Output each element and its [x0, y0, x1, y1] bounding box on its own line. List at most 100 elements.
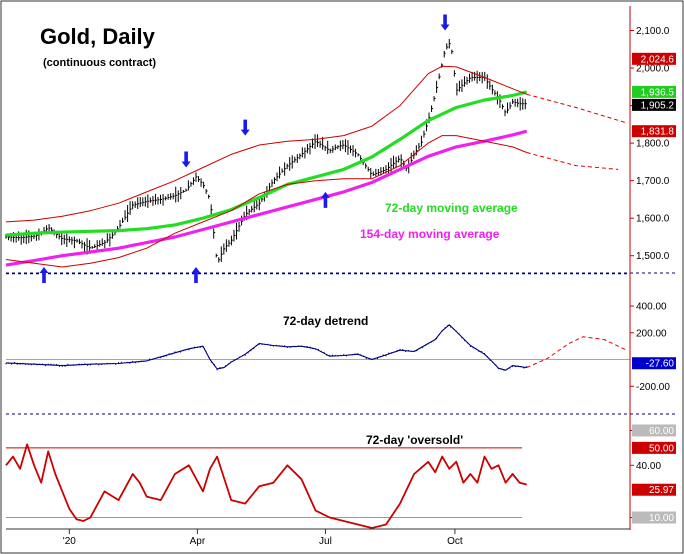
detrend-jitter — [81, 363, 83, 365]
detrend-jitter — [281, 345, 283, 347]
detrend-jitter — [500, 368, 502, 370]
detrend-jitter — [115, 363, 117, 365]
detrend-jitter — [117, 362, 120, 364]
detrend-jitter — [30, 364, 32, 366]
detrend-jitter — [492, 361, 494, 364]
up-arrow-icon — [39, 266, 49, 283]
detrend-jitter — [19, 363, 21, 365]
detrend-jitter — [112, 362, 114, 365]
detrend-jitter — [87, 364, 89, 366]
detrend-jitter — [413, 350, 415, 352]
detrend-jitter — [84, 363, 86, 365]
detrend-jitter — [168, 353, 170, 355]
detrend-jitter — [399, 348, 401, 350]
detrend-jitter — [269, 344, 272, 347]
detrend-jitter — [123, 362, 125, 364]
detrend-jitter — [331, 354, 334, 356]
detrend-jitter — [360, 354, 362, 356]
main-chart-title: Gold, Daily — [40, 24, 156, 49]
detrend-jitter — [98, 364, 100, 366]
detrend-jitter — [56, 363, 58, 366]
detrend-jitter — [295, 346, 297, 348]
detrend-jitter — [106, 362, 108, 364]
detrend-jitter — [165, 355, 168, 357]
detrend-jitter — [376, 357, 379, 360]
detrend-jitter — [8, 362, 10, 365]
value-badge-label: 25.97 — [649, 485, 674, 496]
detrend-jitter — [441, 330, 443, 332]
value-badge-label: 2,024.6 — [641, 54, 675, 65]
y-tick-label: 2,000.0 — [636, 64, 670, 75]
detrend-jitter — [514, 365, 517, 368]
detrend-jitter — [348, 354, 350, 356]
y-tick-label: 1,500.0 — [636, 251, 670, 262]
detrend-jitter — [343, 354, 345, 356]
detrend-jitter — [405, 350, 407, 353]
detrend-jitter — [284, 345, 286, 347]
detrend-jitter — [11, 363, 13, 365]
detrend-jitter — [374, 357, 376, 360]
detrend-jitter — [320, 350, 322, 352]
detrend-jitter — [177, 351, 179, 353]
value-badge — [632, 125, 676, 138]
series-72-day-moving-average — [5, 90, 528, 237]
detrend-jitter — [213, 363, 215, 366]
detrend-jitter — [455, 330, 457, 332]
detrend-jitter — [50, 363, 52, 365]
detrend-jitter — [179, 351, 182, 353]
detrend-jitter — [137, 361, 139, 363]
detrend-jitter — [354, 353, 356, 355]
detrend-jitter — [303, 346, 305, 348]
value-badge — [632, 98, 676, 111]
detrend-jitter — [140, 360, 142, 362]
detrend-jitter — [61, 365, 63, 367]
detrend-jitter — [466, 342, 469, 344]
detrend-jitter — [163, 356, 165, 358]
detrend-jitter — [120, 361, 122, 363]
detrend-jitter — [13, 362, 16, 364]
detrend-jitter — [469, 345, 471, 347]
detrend-jitter — [410, 350, 412, 353]
detrend-jitter — [286, 346, 289, 349]
detrend-jitter — [526, 366, 528, 368]
detrend-jitter — [39, 363, 41, 365]
detrend-jitter — [126, 361, 128, 363]
y-tick-label: 200.00 — [636, 328, 667, 339]
value-badge — [632, 483, 676, 496]
detrend-jitter — [393, 351, 395, 353]
detrend-jitter — [309, 346, 311, 348]
detrend-jitter — [78, 363, 80, 365]
value-badge-label: 50.00 — [649, 443, 674, 454]
marks-layer — [5, 14, 626, 529]
detrend-jitter — [75, 364, 77, 366]
series-upper-band — [5, 65, 527, 223]
value-badge — [632, 85, 676, 98]
detrend-jitter — [478, 350, 480, 352]
detrend-jitter — [351, 354, 353, 356]
detrend-jitter — [421, 346, 424, 349]
detrend-jitter — [334, 354, 336, 357]
detrend-jitter — [365, 357, 367, 359]
detrend-jitter — [202, 346, 204, 348]
detrend-jitter — [323, 351, 325, 354]
detrend-jitter — [255, 344, 258, 347]
detrend-jitter — [16, 363, 18, 365]
detrend-jitter — [357, 353, 359, 355]
value-badge — [632, 441, 676, 454]
detrend-jitter — [241, 355, 244, 357]
detrend-jitter — [407, 349, 410, 352]
detrend-jitter — [33, 363, 35, 365]
detrend-jitter — [253, 347, 255, 350]
value-badge — [632, 357, 676, 370]
detrend-jitter — [233, 359, 235, 361]
detrend-title: 72-day detrend — [283, 314, 368, 328]
detrend-jitter — [143, 360, 145, 362]
detrend-jitter — [92, 363, 94, 365]
detrend-jitter — [345, 355, 348, 357]
detrend-jitter — [436, 338, 438, 340]
detrend-jitter — [444, 327, 446, 329]
value-badge-label: 1,831.8 — [641, 127, 675, 138]
detrend-jitter — [95, 363, 97, 365]
detrend-jitter — [424, 344, 426, 347]
detrend-jitter — [314, 348, 317, 350]
